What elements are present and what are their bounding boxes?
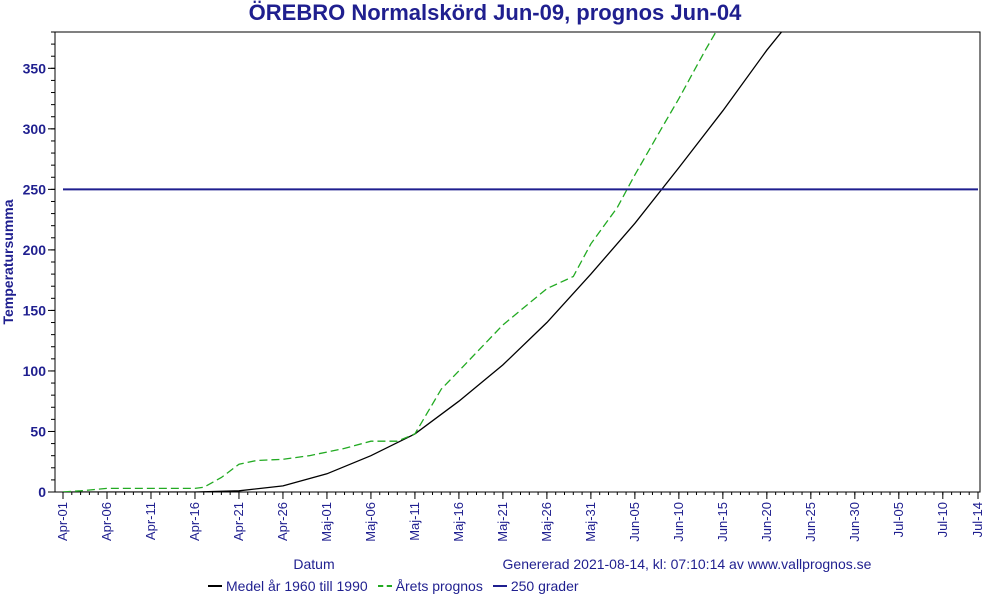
x-tick-label: Jul-05 <box>891 502 906 537</box>
plot-frame <box>54 31 981 493</box>
x-tick-label: Maj-06 <box>363 502 378 542</box>
series-line-0 <box>63 32 783 492</box>
legend-item-250: 250 grader <box>492 578 579 594</box>
x-tick-label: Jun-15 <box>715 502 730 542</box>
x-tick-label: Jun-25 <box>803 502 818 542</box>
y-tick-label: 300 <box>23 121 47 137</box>
legend-swatch-250 <box>492 585 507 587</box>
generated-text: Genererad 2021-08-14, kl: 07:10:14 av ww… <box>503 556 872 572</box>
x-tick-label: Apr-01 <box>55 502 70 541</box>
legend-item-medel: Medel år 1960 till 1990 <box>208 578 368 594</box>
y-tick-label: 150 <box>23 302 47 318</box>
legend-label-medel: Medel år 1960 till 1990 <box>226 578 368 594</box>
legend-swatch-medel <box>208 585 222 587</box>
legend-item-prognos: Årets prognos <box>377 578 483 594</box>
x-tick-label: Maj-26 <box>539 502 554 542</box>
x-tick-label: Apr-06 <box>99 502 114 541</box>
x-tick-label: Jun-05 <box>627 502 642 542</box>
x-tick-label: Maj-11 <box>407 502 422 541</box>
y-tick-label: 100 <box>23 363 47 379</box>
x-tick-label: Jun-10 <box>671 502 686 542</box>
x-tick-label: Apr-16 <box>187 502 202 541</box>
x-tick-label: Apr-21 <box>231 502 246 541</box>
y-tick-label: 50 <box>30 423 46 439</box>
y-axis-label: Temperatursumma <box>0 199 16 324</box>
y-tick-label: 350 <box>23 60 47 76</box>
x-tick-label: Maj-21 <box>495 502 510 542</box>
chart-title: ÖREBRO Normalskörd Jun-09, prognos Jun-0… <box>248 0 742 25</box>
x-tick-label: Apr-11 <box>143 502 158 540</box>
series-line-1 <box>62 32 717 492</box>
y-tick-label: 250 <box>23 181 47 197</box>
legend: Medel år 1960 till 1990 Årets prognos 25… <box>208 578 589 594</box>
y-tick-label: 200 <box>23 242 47 258</box>
legend-label-250: 250 grader <box>510 578 579 594</box>
legend-label-prognos: Årets prognos <box>395 578 483 594</box>
x-tick-label: Jul-14 <box>970 502 985 537</box>
x-tick-label: Jun-30 <box>847 502 862 542</box>
x-tick-label: Apr-26 <box>275 502 290 541</box>
x-tick-label: Maj-01 <box>319 502 334 542</box>
legend-swatch-prognos <box>377 585 392 587</box>
y-tick-label: 0 <box>38 484 46 500</box>
x-tick-label: Jun-20 <box>759 502 774 542</box>
x-axis-label: Datum <box>293 556 334 572</box>
x-tick-label: Jul-10 <box>935 502 950 537</box>
x-tick-label: Maj-31 <box>583 502 598 542</box>
x-tick-label: Maj-16 <box>451 502 466 542</box>
